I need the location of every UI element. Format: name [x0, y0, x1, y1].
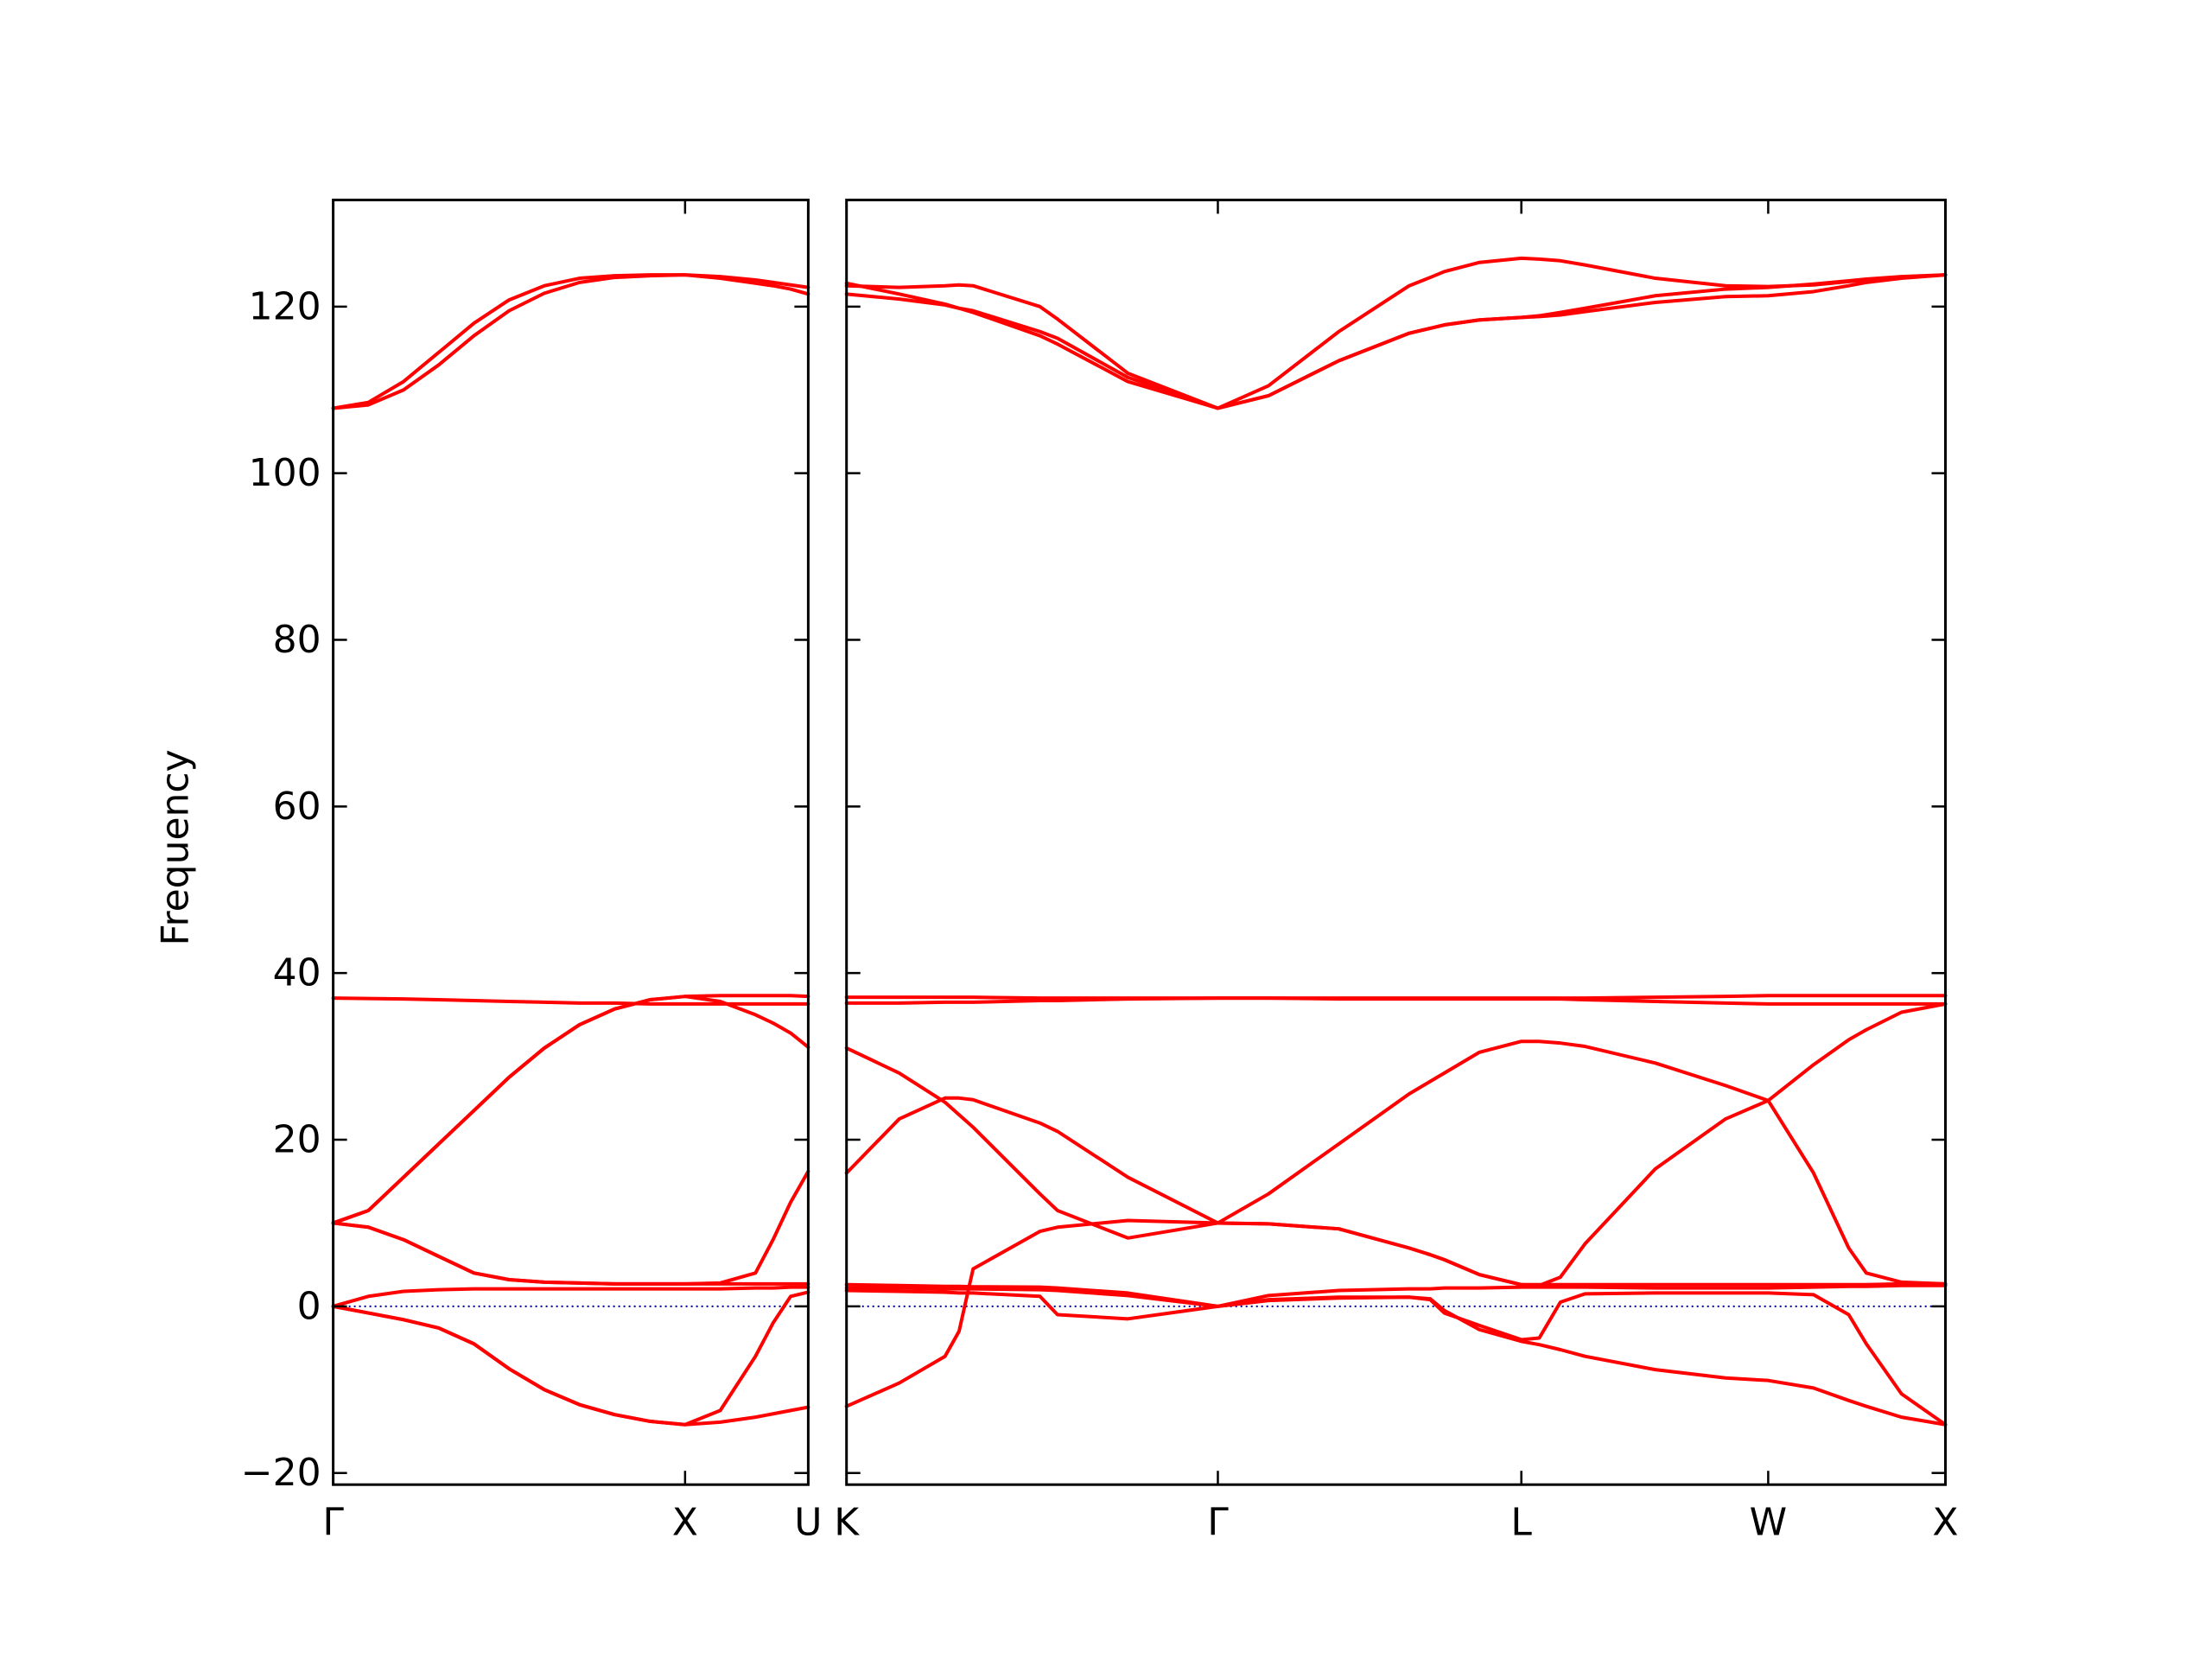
band-line	[844, 994, 1948, 1001]
band-line	[844, 1282, 1948, 1308]
y-axis-label: Frequency	[154, 749, 198, 945]
x-tick-label: X	[672, 1501, 698, 1545]
band-line	[331, 994, 810, 1225]
axes-frame	[845, 198, 1948, 1486]
x-tick-label: L	[1510, 1501, 1532, 1545]
band-line	[844, 273, 1948, 410]
band-line	[331, 273, 810, 410]
band-line	[331, 1290, 810, 1427]
x-tick-label: K	[834, 1501, 860, 1545]
x-tick-label: W	[1750, 1501, 1788, 1545]
band-line	[844, 1288, 1948, 1427]
y-tick-label: 20	[273, 1118, 321, 1162]
y-tick-label: 80	[273, 618, 321, 662]
y-tick-label: 60	[273, 785, 321, 829]
band-line	[844, 1096, 1948, 1287]
y-tick-label: 40	[273, 951, 321, 995]
band-line	[331, 1221, 810, 1286]
x-tick-label: Γ	[1207, 1501, 1229, 1545]
y-tick-label: 100	[249, 451, 321, 495]
x-tick-label: U	[794, 1501, 822, 1545]
y-tick-label: 120	[249, 284, 321, 328]
band-line	[844, 1286, 1948, 1427]
band-line	[844, 1001, 1948, 1408]
band-line	[331, 996, 810, 1006]
band-line	[331, 273, 810, 410]
y-tick-label: −20	[241, 1451, 321, 1495]
x-tick-label: X	[1932, 1501, 1958, 1545]
x-tick-label: Γ	[322, 1501, 344, 1545]
axes-frame	[332, 198, 810, 1486]
y-tick-label: 0	[297, 1284, 321, 1328]
band-line	[331, 1285, 810, 1308]
